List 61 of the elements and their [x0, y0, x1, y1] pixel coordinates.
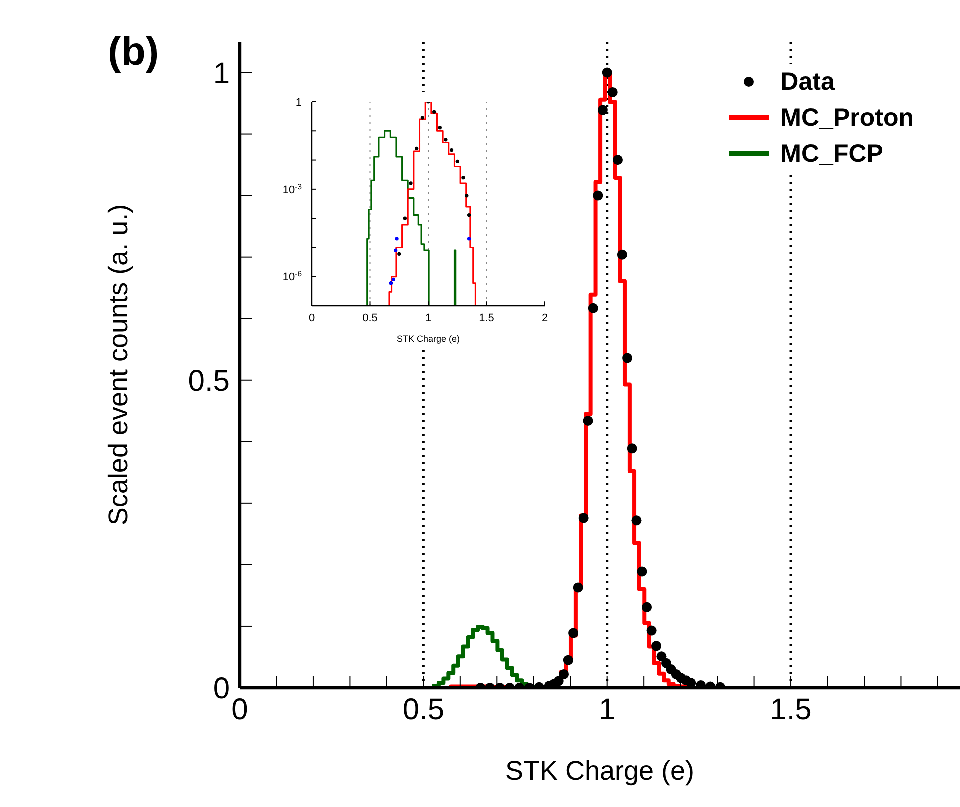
point: [578, 513, 589, 524]
point: [415, 146, 419, 150]
point: [622, 353, 633, 364]
x-axis-title: STK Charge (e): [396, 334, 460, 344]
point: [403, 216, 407, 220]
y-tick-label: 1: [296, 96, 302, 109]
point: [583, 416, 594, 426]
x-tick-label: 1.5: [770, 694, 812, 726]
point: [392, 278, 396, 282]
legend-label: MC_FCP: [780, 140, 884, 168]
point: [646, 626, 657, 636]
point: [450, 148, 454, 152]
y-tick-label: 0.5: [188, 364, 230, 398]
text: (b): [108, 30, 160, 75]
point: [588, 303, 598, 314]
point: [613, 155, 623, 166]
point: [438, 126, 442, 130]
point: [656, 652, 667, 662]
point: [395, 237, 399, 241]
point: [573, 582, 584, 593]
point: [568, 628, 579, 638]
x-tick-label: 1: [599, 694, 616, 726]
point: [444, 138, 448, 142]
point: [462, 176, 466, 180]
point: [632, 516, 642, 526]
point: [467, 237, 472, 241]
x-tick-label: 0.5: [362, 312, 378, 324]
point: [593, 190, 604, 201]
point: [652, 641, 662, 652]
x-tick-label: 0: [308, 312, 316, 324]
point: [554, 676, 564, 686]
legend-label: Data: [780, 68, 835, 96]
x-tick-label: 2: [542, 312, 548, 324]
point: [598, 105, 608, 116]
point: [465, 194, 469, 198]
y-tick-label: 0: [213, 672, 230, 706]
point: [456, 160, 460, 164]
y-tick-label: 1: [213, 57, 230, 90]
point: [637, 566, 648, 577]
y-tick-label: 10$^{-6}$: [282, 269, 302, 284]
point: [617, 250, 628, 260]
x-axis-title: STK Charge (e): [505, 756, 695, 786]
y-tick-label: 10$^{-3}$: [282, 182, 302, 196]
x-tick-label: 1.5: [479, 312, 494, 324]
point: [420, 116, 424, 120]
legend-label: MC_Proton: [780, 104, 914, 132]
y-axis-title: Scaled event counts (a. u.): [104, 204, 134, 526]
point: [642, 602, 652, 612]
point: [559, 669, 569, 680]
point: [409, 182, 413, 186]
point: [432, 110, 436, 114]
point: [627, 444, 638, 454]
point: [467, 213, 472, 218]
x-tick-label: 1: [425, 312, 432, 324]
point: [602, 68, 612, 78]
x-tick-label: 0.5: [402, 694, 445, 726]
point: [394, 248, 398, 252]
point: [686, 678, 696, 688]
point: [608, 87, 618, 98]
point: [563, 655, 574, 666]
point: [398, 252, 402, 256]
